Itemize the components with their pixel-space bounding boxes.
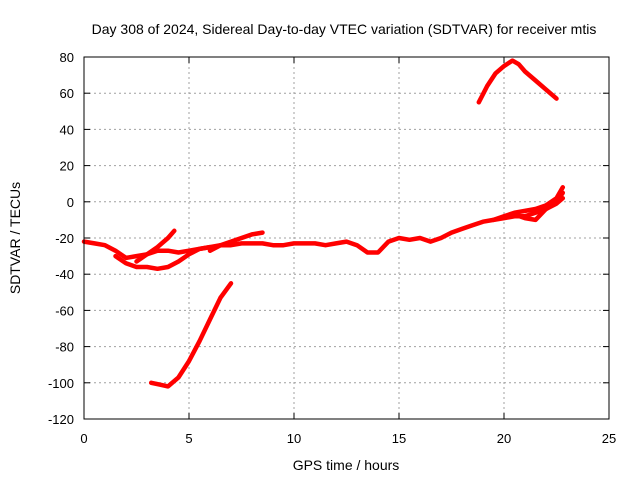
- x-tick-label: 10: [287, 431, 301, 446]
- chart-title: Day 308 of 2024, Sidereal Day-to-day VTE…: [92, 21, 597, 37]
- y-axis-label: SDTVAR / TECUs: [7, 182, 23, 294]
- y-tick-label: -20: [55, 231, 74, 246]
- y-tick-label: -40: [55, 267, 74, 282]
- grid-layer: [84, 57, 609, 419]
- y-tick-label: -120: [48, 412, 74, 427]
- series-line-arc-low: [148, 281, 234, 389]
- y-tick-label: 40: [60, 122, 74, 137]
- x-axis-label: GPS time / hours: [293, 457, 400, 473]
- y-tick-label: 80: [60, 50, 74, 65]
- y-tick-label: 20: [60, 159, 74, 174]
- series-line-arc-late-2: [512, 190, 566, 223]
- series-line-arc-late: [491, 185, 566, 223]
- series-line-arc-segments-mid: [207, 230, 265, 253]
- x-tick-label: 25: [602, 431, 616, 446]
- tick-layer: 0 5 10 15 20 25 -120 -100 -80 -60 -40 -20 0 20 40 60 80: [48, 50, 616, 446]
- series-line-arc-top: [476, 58, 559, 105]
- x-tick-label: 5: [185, 431, 192, 446]
- series-line-arc-lower: [113, 244, 213, 272]
- x-tick-label: 0: [80, 431, 87, 446]
- y-tick-label: 60: [60, 86, 74, 101]
- series-line-arc-rise-early: [134, 228, 177, 264]
- y-tick-label: -100: [48, 376, 74, 391]
- series-line-arc-main: [81, 195, 566, 261]
- x-tick-label: 15: [392, 431, 406, 446]
- y-tick-label: 0: [67, 195, 74, 210]
- y-tick-label: -60: [55, 303, 74, 318]
- x-tick-label: 20: [497, 431, 511, 446]
- series-layer: [81, 58, 566, 389]
- y-tick-label: -80: [55, 340, 74, 355]
